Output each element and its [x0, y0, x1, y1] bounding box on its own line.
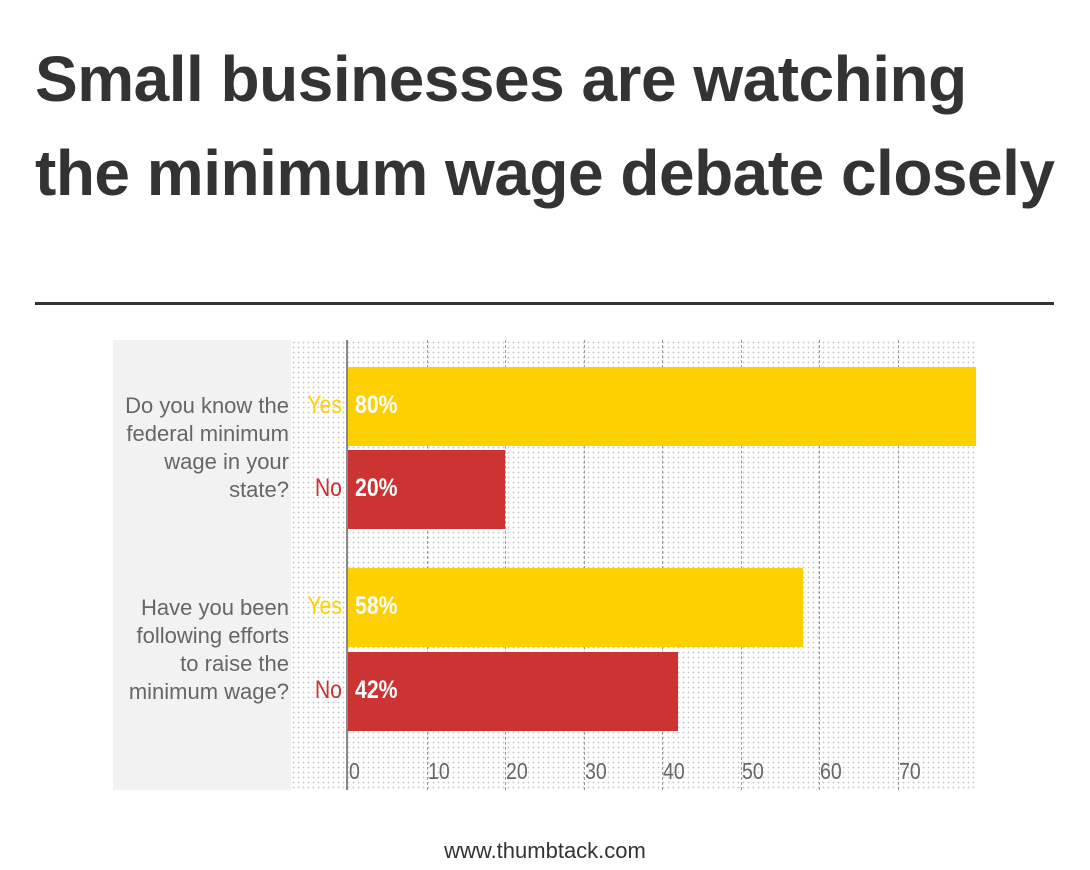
- y-axis-line: [346, 340, 348, 790]
- gridline: [897, 340, 899, 790]
- bar-value-label: 58%: [355, 592, 398, 620]
- question-label: Have you been following efforts to raise…: [128, 595, 289, 704]
- x-tick-label: 10: [427, 758, 450, 784]
- bar-yes: [348, 367, 976, 446]
- response-label: Yes: [307, 391, 342, 419]
- bar-no: [348, 652, 678, 731]
- page-title: Small businesses are watching the minimu…: [35, 43, 1055, 209]
- footer-url: www.thumbtack.com: [444, 838, 646, 863]
- title-divider: [35, 302, 1054, 305]
- gridline: [426, 340, 428, 790]
- bar-yes: [348, 568, 804, 647]
- bar-value-label: 80%: [355, 391, 398, 419]
- x-tick-label: 0: [349, 758, 360, 784]
- gridline: [583, 340, 585, 790]
- response-label: Yes: [307, 592, 342, 620]
- response-label: No: [314, 474, 342, 502]
- gridline: [505, 340, 506, 790]
- bar-value-label: 20%: [355, 474, 398, 502]
- bar-no: [348, 450, 505, 529]
- x-tick-label: 70: [898, 758, 921, 784]
- x-tick-label: 30: [584, 758, 607, 784]
- x-tick-label: 40: [663, 758, 685, 784]
- gridline: [819, 340, 820, 790]
- x-tick-label: 60: [820, 758, 842, 784]
- x-tick-label: 50: [741, 758, 764, 784]
- question-label: Do you know the federal minimum wage in …: [125, 393, 289, 502]
- question-label-panel: [113, 340, 291, 790]
- response-label: No: [314, 676, 342, 704]
- gridline: [662, 340, 663, 790]
- gridline: [740, 340, 742, 790]
- x-tick-label: 20: [506, 758, 528, 784]
- bar-value-label: 42%: [355, 676, 398, 704]
